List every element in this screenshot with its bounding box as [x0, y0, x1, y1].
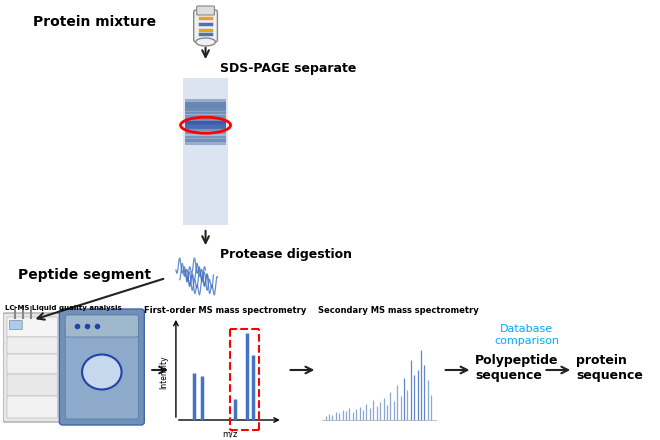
FancyBboxPatch shape: [185, 115, 226, 121]
FancyBboxPatch shape: [185, 128, 226, 134]
FancyBboxPatch shape: [183, 78, 228, 225]
Text: Protease digestion: Protease digestion: [220, 247, 352, 260]
Ellipse shape: [82, 355, 121, 389]
Text: Intensity: Intensity: [160, 356, 168, 389]
Text: First-order MS mass spectrometry: First-order MS mass spectrometry: [144, 305, 306, 315]
FancyBboxPatch shape: [185, 99, 226, 105]
Text: Secondary MS mass spectrometry: Secondary MS mass spectrometry: [318, 305, 479, 315]
FancyBboxPatch shape: [185, 105, 226, 111]
FancyBboxPatch shape: [185, 111, 226, 117]
FancyBboxPatch shape: [185, 139, 226, 146]
FancyBboxPatch shape: [185, 102, 226, 108]
FancyBboxPatch shape: [185, 108, 226, 114]
Text: m/z: m/z: [222, 429, 238, 439]
Text: Peptide segment: Peptide segment: [18, 268, 151, 282]
FancyBboxPatch shape: [197, 6, 214, 15]
Text: SDS-PAGE separate: SDS-PAGE separate: [220, 62, 357, 74]
FancyBboxPatch shape: [185, 118, 226, 124]
FancyBboxPatch shape: [185, 121, 226, 129]
FancyBboxPatch shape: [9, 320, 22, 330]
FancyBboxPatch shape: [7, 317, 57, 337]
Text: Protein mixture: Protein mixture: [33, 15, 156, 29]
FancyBboxPatch shape: [7, 396, 57, 418]
FancyBboxPatch shape: [185, 132, 226, 138]
Text: Polypeptide
sequence: Polypeptide sequence: [475, 354, 559, 382]
FancyBboxPatch shape: [7, 337, 57, 354]
Ellipse shape: [195, 38, 215, 46]
FancyBboxPatch shape: [59, 309, 145, 425]
Text: protein
sequence: protein sequence: [576, 354, 643, 382]
FancyBboxPatch shape: [185, 125, 226, 131]
FancyBboxPatch shape: [7, 354, 57, 374]
FancyBboxPatch shape: [185, 136, 226, 142]
FancyBboxPatch shape: [65, 315, 139, 337]
FancyBboxPatch shape: [193, 10, 217, 42]
Text: LC-MS Liquid quality analysis: LC-MS Liquid quality analysis: [5, 305, 121, 311]
FancyBboxPatch shape: [7, 374, 57, 396]
Text: Database
comparison: Database comparison: [494, 324, 559, 346]
FancyBboxPatch shape: [3, 313, 61, 422]
FancyBboxPatch shape: [65, 315, 139, 419]
